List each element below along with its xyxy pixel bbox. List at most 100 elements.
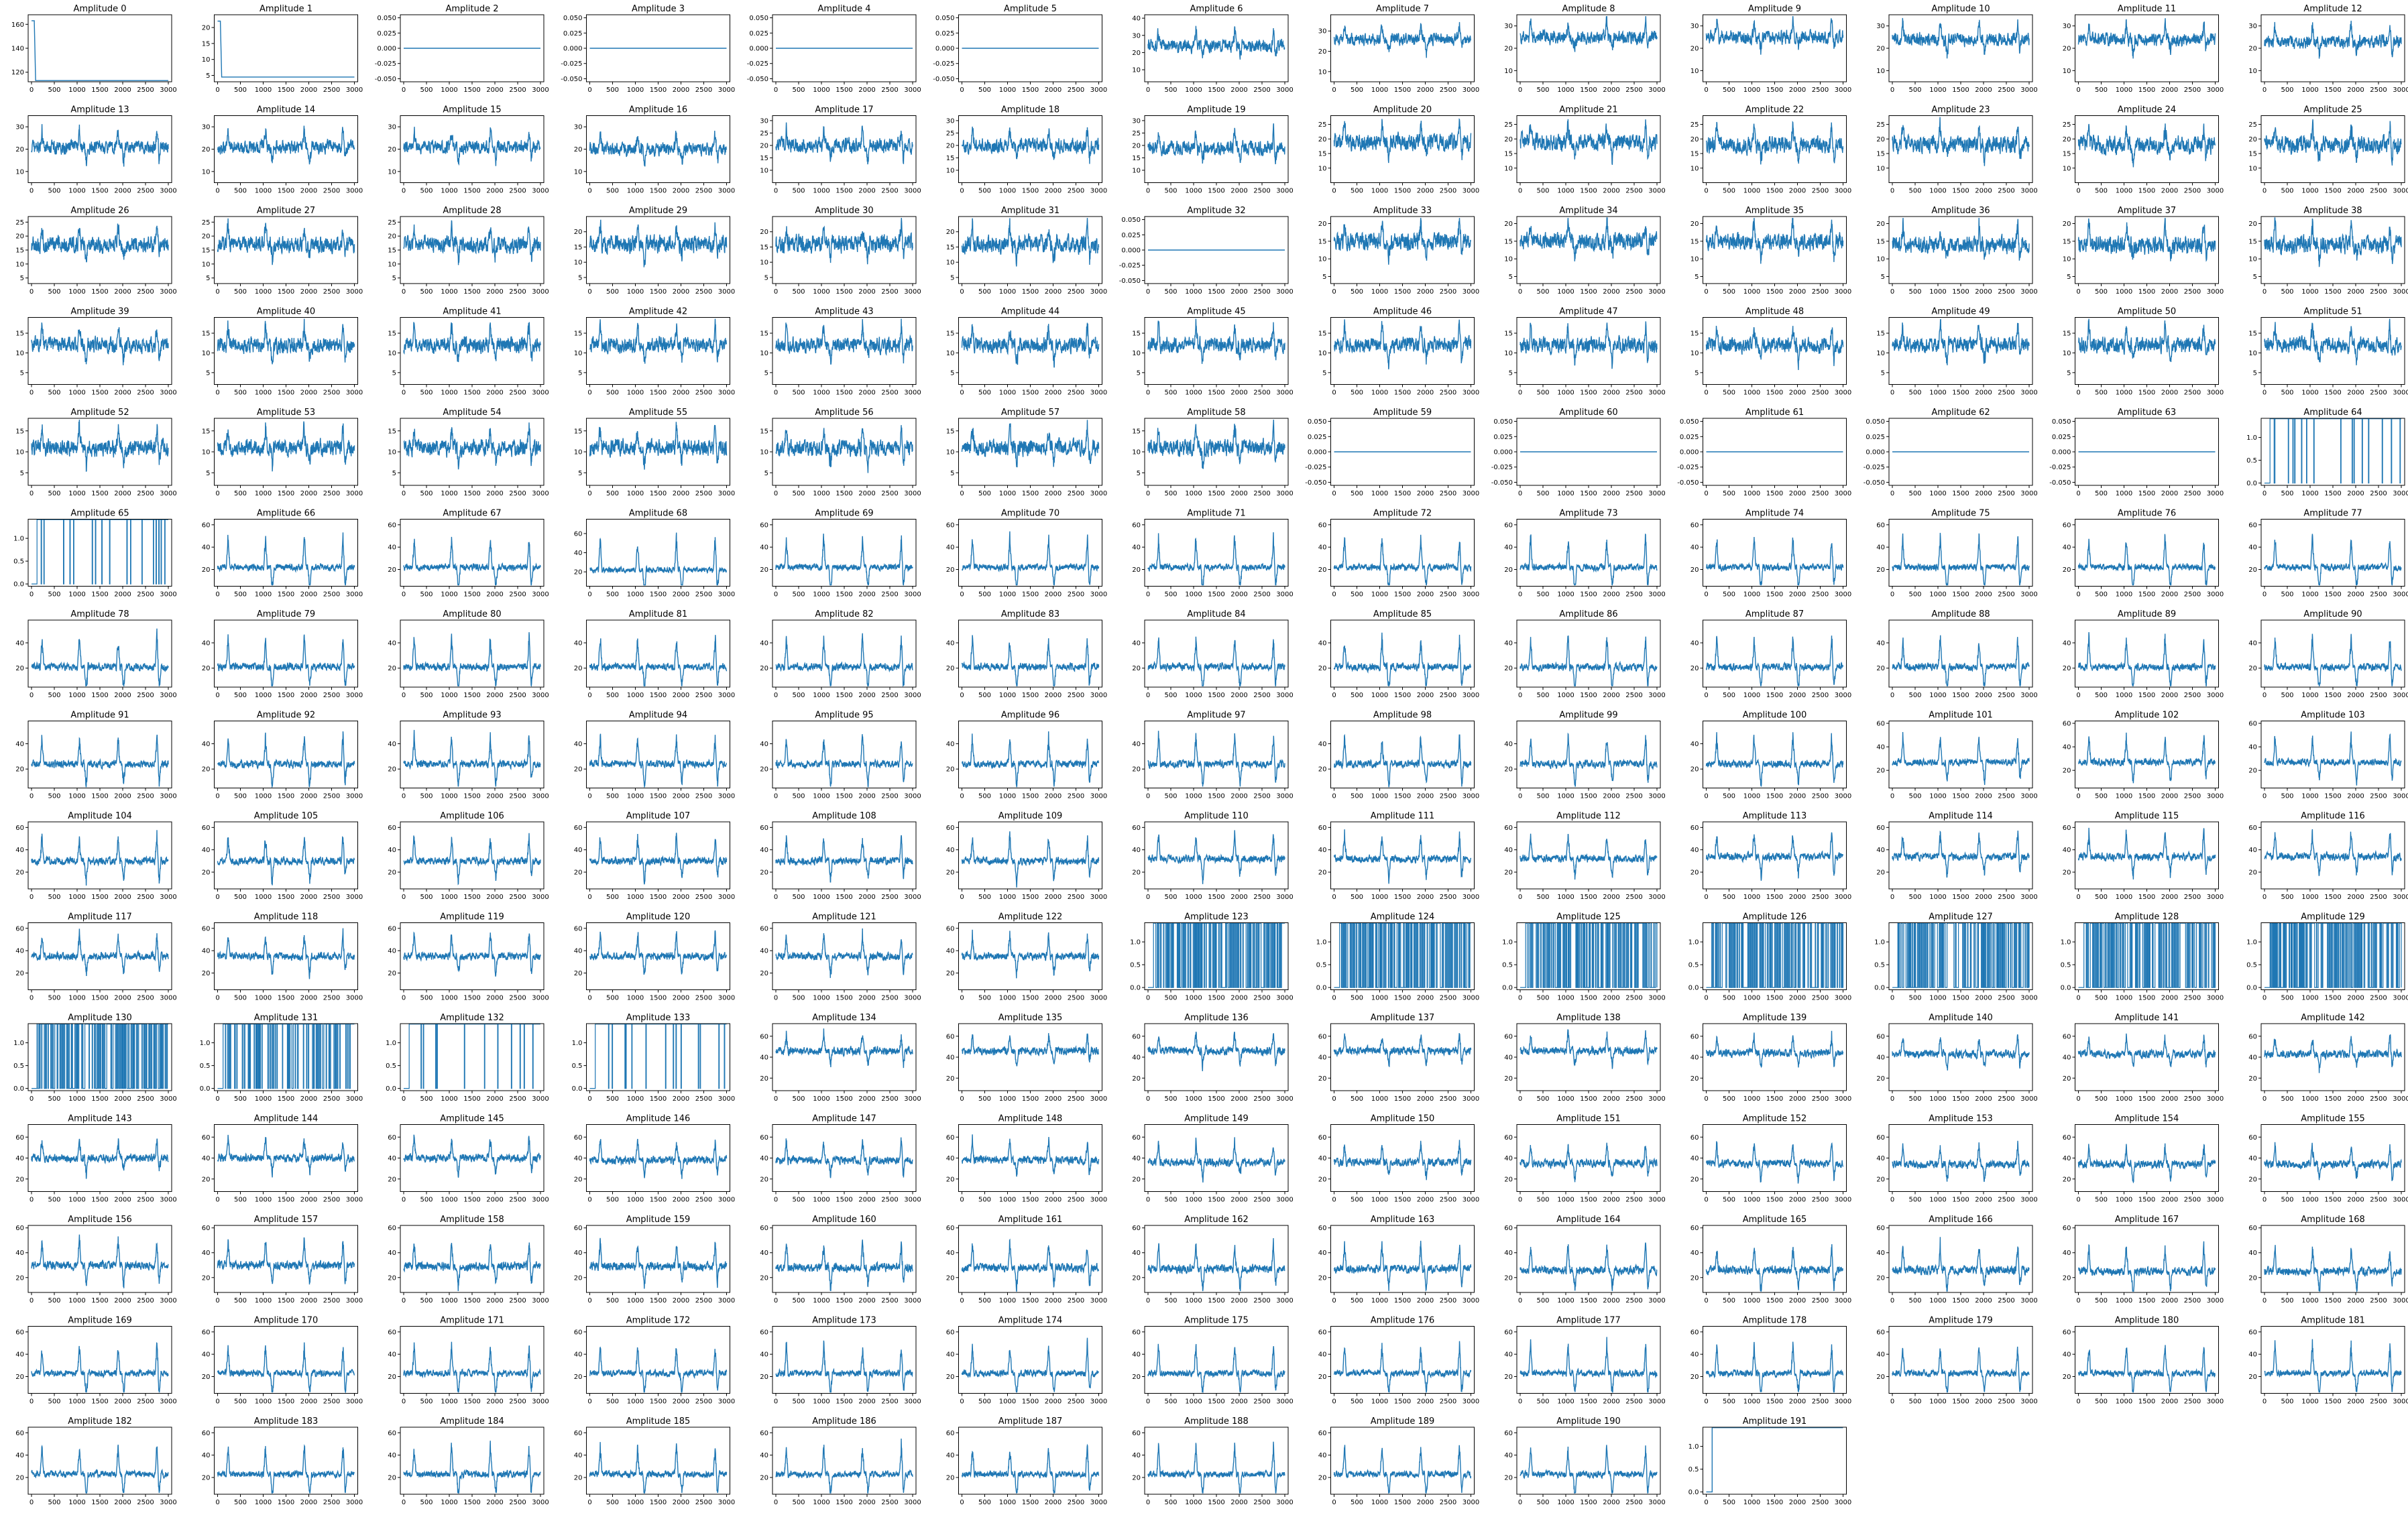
y-tick-label: 40 bbox=[574, 1452, 583, 1459]
subplot-title: Amplitude 35 bbox=[1745, 206, 1804, 216]
subplot-100: Amplitude 1000 500 1000 1500 2000 2500 3000204… bbox=[1690, 711, 1851, 800]
y-tick-label: 5 bbox=[764, 369, 768, 377]
x-tick-label: 1500 bbox=[1580, 894, 1597, 901]
series-line bbox=[1892, 1140, 2030, 1183]
series-line bbox=[403, 1242, 541, 1292]
x-tick-label: 500 bbox=[1536, 1499, 1549, 1506]
y-tick-label: 20 bbox=[15, 665, 24, 672]
subplot-title: Amplitude 180 bbox=[2115, 1316, 2179, 1326]
x-tick-label: 1500 bbox=[1580, 1398, 1597, 1406]
y-tick-label: 30 bbox=[946, 117, 955, 125]
x-tick-label: 500 bbox=[234, 793, 247, 800]
subplot-title: Amplitude 84 bbox=[1187, 609, 1245, 619]
x-tick-label: 0 bbox=[960, 793, 964, 800]
x-tick-label: 3000 bbox=[532, 1197, 549, 1204]
x-tick-label: 1000 bbox=[255, 591, 272, 599]
x-tick-label: 2500 bbox=[1253, 1095, 1270, 1103]
x-tick-label: 2000 bbox=[1603, 1398, 1619, 1406]
x-tick-label: 0 bbox=[960, 1197, 964, 1204]
subplot-title: Amplitude 95 bbox=[815, 711, 873, 721]
x-tick-label: 3000 bbox=[904, 490, 921, 497]
y-tick-label: 60 bbox=[1132, 1134, 1141, 1142]
subplot-title: Amplitude 156 bbox=[68, 1215, 132, 1225]
x-tick-label: 3000 bbox=[2207, 894, 2224, 901]
x-tick-label: 1500 bbox=[1022, 1398, 1039, 1406]
x-tick-label: 0 bbox=[30, 188, 34, 195]
x-tick-label: 0 bbox=[1332, 1499, 1336, 1506]
subplot-title: Amplitude 68 bbox=[629, 509, 687, 519]
y-tick-label: 20 bbox=[1318, 136, 1327, 143]
x-tick-label: 500 bbox=[1351, 188, 1363, 195]
x-tick-label: 3000 bbox=[1276, 692, 1293, 699]
y-tick-label: 60 bbox=[202, 1329, 211, 1336]
x-tick-label: 0 bbox=[1704, 793, 1708, 800]
x-tick-label: 1000 bbox=[68, 188, 85, 195]
x-tick-label: 3000 bbox=[2020, 995, 2037, 1002]
y-tick-label: 15 bbox=[574, 428, 583, 435]
x-tick-label: 2500 bbox=[1812, 894, 1829, 901]
x-tick-label: 500 bbox=[1536, 389, 1549, 397]
y-tick-label: 0.5 bbox=[386, 1063, 396, 1070]
x-tick-label: 2500 bbox=[509, 86, 526, 94]
y-tick-label: 15 bbox=[1132, 330, 1141, 338]
x-tick-label: 1500 bbox=[463, 1398, 480, 1406]
x-tick-label: 0 bbox=[1332, 389, 1336, 397]
y-tick-label: -0.050 bbox=[1677, 479, 1699, 487]
x-tick-label: 2500 bbox=[137, 692, 154, 699]
y-tick-label: -0.050 bbox=[1864, 479, 1885, 487]
x-tick-label: 3000 bbox=[718, 188, 735, 195]
series-line bbox=[1892, 1237, 2030, 1292]
subplot-54: Amplitude 540 500 1000 1500 2000 2500 30005101… bbox=[388, 408, 549, 497]
y-tick-label: 15 bbox=[388, 428, 396, 435]
y-tick-label: 10 bbox=[388, 350, 396, 357]
y-tick-label: 15 bbox=[388, 247, 396, 255]
x-tick-label: 1000 bbox=[255, 995, 272, 1002]
x-tick-label: 1500 bbox=[1394, 86, 1411, 94]
subplot-title: Amplitude 11 bbox=[2118, 4, 2176, 14]
series-line bbox=[961, 929, 1100, 979]
subplot-67: Amplitude 670 500 1000 1500 2000 2500 30002040… bbox=[388, 509, 549, 599]
x-tick-label: 500 bbox=[420, 86, 433, 94]
y-tick-label: 60 bbox=[1876, 1329, 1885, 1336]
y-tick-label: 0.000 bbox=[935, 46, 955, 53]
x-tick-label: 3000 bbox=[1835, 389, 1851, 397]
y-tick-label: 20 bbox=[1132, 50, 1141, 57]
x-tick-label: 1500 bbox=[1208, 1499, 1224, 1506]
y-tick-label: 20 bbox=[15, 1374, 24, 1381]
y-tick-label: 40 bbox=[946, 1351, 955, 1359]
y-tick-label: 60 bbox=[946, 925, 955, 932]
x-tick-label: 2500 bbox=[2184, 1297, 2201, 1305]
axes-frame bbox=[1888, 619, 2033, 688]
series-line bbox=[2264, 633, 2402, 686]
x-tick-label: 500 bbox=[48, 86, 60, 94]
x-tick-label: 2000 bbox=[858, 1095, 875, 1103]
x-tick-label: 2500 bbox=[137, 591, 154, 599]
subplot-title: Amplitude 100 bbox=[1743, 711, 1807, 721]
x-tick-label: 2500 bbox=[2184, 288, 2201, 296]
y-tick-label: 40 bbox=[15, 847, 24, 854]
x-tick-label: 3000 bbox=[1090, 793, 1107, 800]
y-tick-label: 40 bbox=[1690, 544, 1699, 552]
y-tick-label: 30 bbox=[760, 117, 768, 125]
x-tick-label: 3000 bbox=[160, 793, 176, 800]
x-tick-label: 0 bbox=[1332, 288, 1336, 296]
x-tick-label: 0 bbox=[215, 1197, 219, 1204]
series-line bbox=[1147, 1441, 1285, 1494]
x-tick-label: 2000 bbox=[1789, 692, 1806, 699]
y-tick-label: 40 bbox=[2248, 1351, 2257, 1359]
x-tick-label: 2500 bbox=[695, 1095, 712, 1103]
subplot-11: Amplitude 110 500 1000 1500 2000 2500 30001020… bbox=[2063, 4, 2224, 94]
subplot-title: Amplitude 161 bbox=[998, 1215, 1063, 1225]
x-tick-label: 3000 bbox=[718, 86, 735, 94]
axes-frame bbox=[772, 1023, 917, 1091]
y-tick-label: 10 bbox=[2248, 350, 2257, 357]
y-tick-label: 20 bbox=[1318, 1475, 1327, 1482]
y-tick-label: 20 bbox=[1876, 768, 1885, 775]
subplot-title: Amplitude 12 bbox=[2303, 4, 2362, 14]
subplot-title: Amplitude 73 bbox=[1559, 509, 1617, 519]
y-tick-label: 0.050 bbox=[2052, 418, 2071, 426]
x-tick-label: 2500 bbox=[2184, 86, 2201, 94]
y-tick-label: 0.5 bbox=[1130, 962, 1141, 969]
x-tick-label: 1500 bbox=[1766, 188, 1783, 195]
y-tick-label: 40 bbox=[1318, 1250, 1327, 1257]
